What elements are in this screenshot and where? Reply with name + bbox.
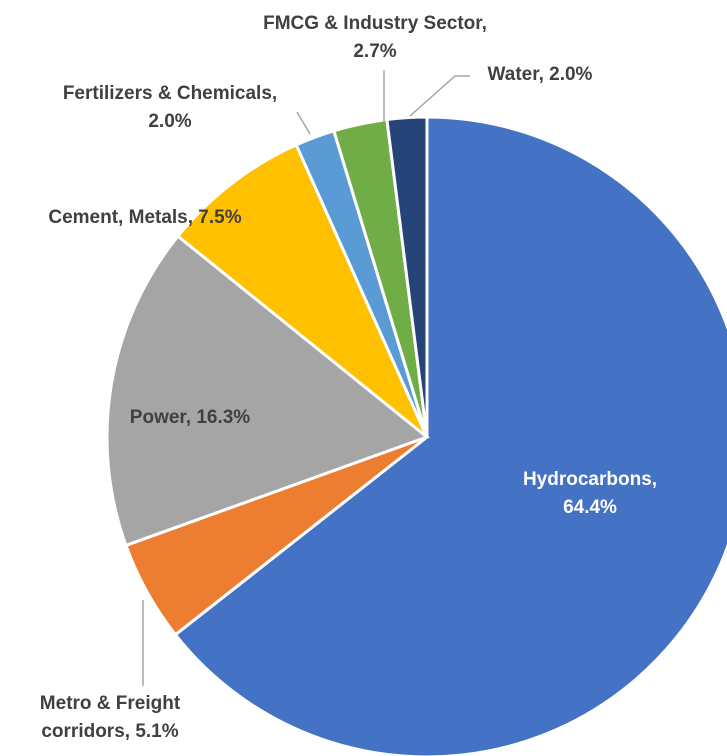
data-label: Water, 2.0% (487, 64, 593, 85)
data-label: FMCG & Industry Sector, 2.7% (263, 13, 487, 62)
data-label: Cement, Metals, 7.5% (48, 207, 242, 228)
pie-slice (173, 115, 727, 756)
pie-slice (385, 115, 429, 438)
data-label: Metro & Freight corridors, 5.1% (39, 693, 181, 742)
data-label: Power, 16.3% (129, 407, 251, 428)
pie-slice (105, 234, 431, 548)
pie-slice (175, 142, 429, 439)
data-label: Hydrocarbons, 64.4% (522, 469, 658, 518)
data-label: Fertilizers & Chemicals, 2.0% (62, 83, 278, 132)
leader-line (296, 111, 311, 135)
leader-line (409, 75, 470, 117)
